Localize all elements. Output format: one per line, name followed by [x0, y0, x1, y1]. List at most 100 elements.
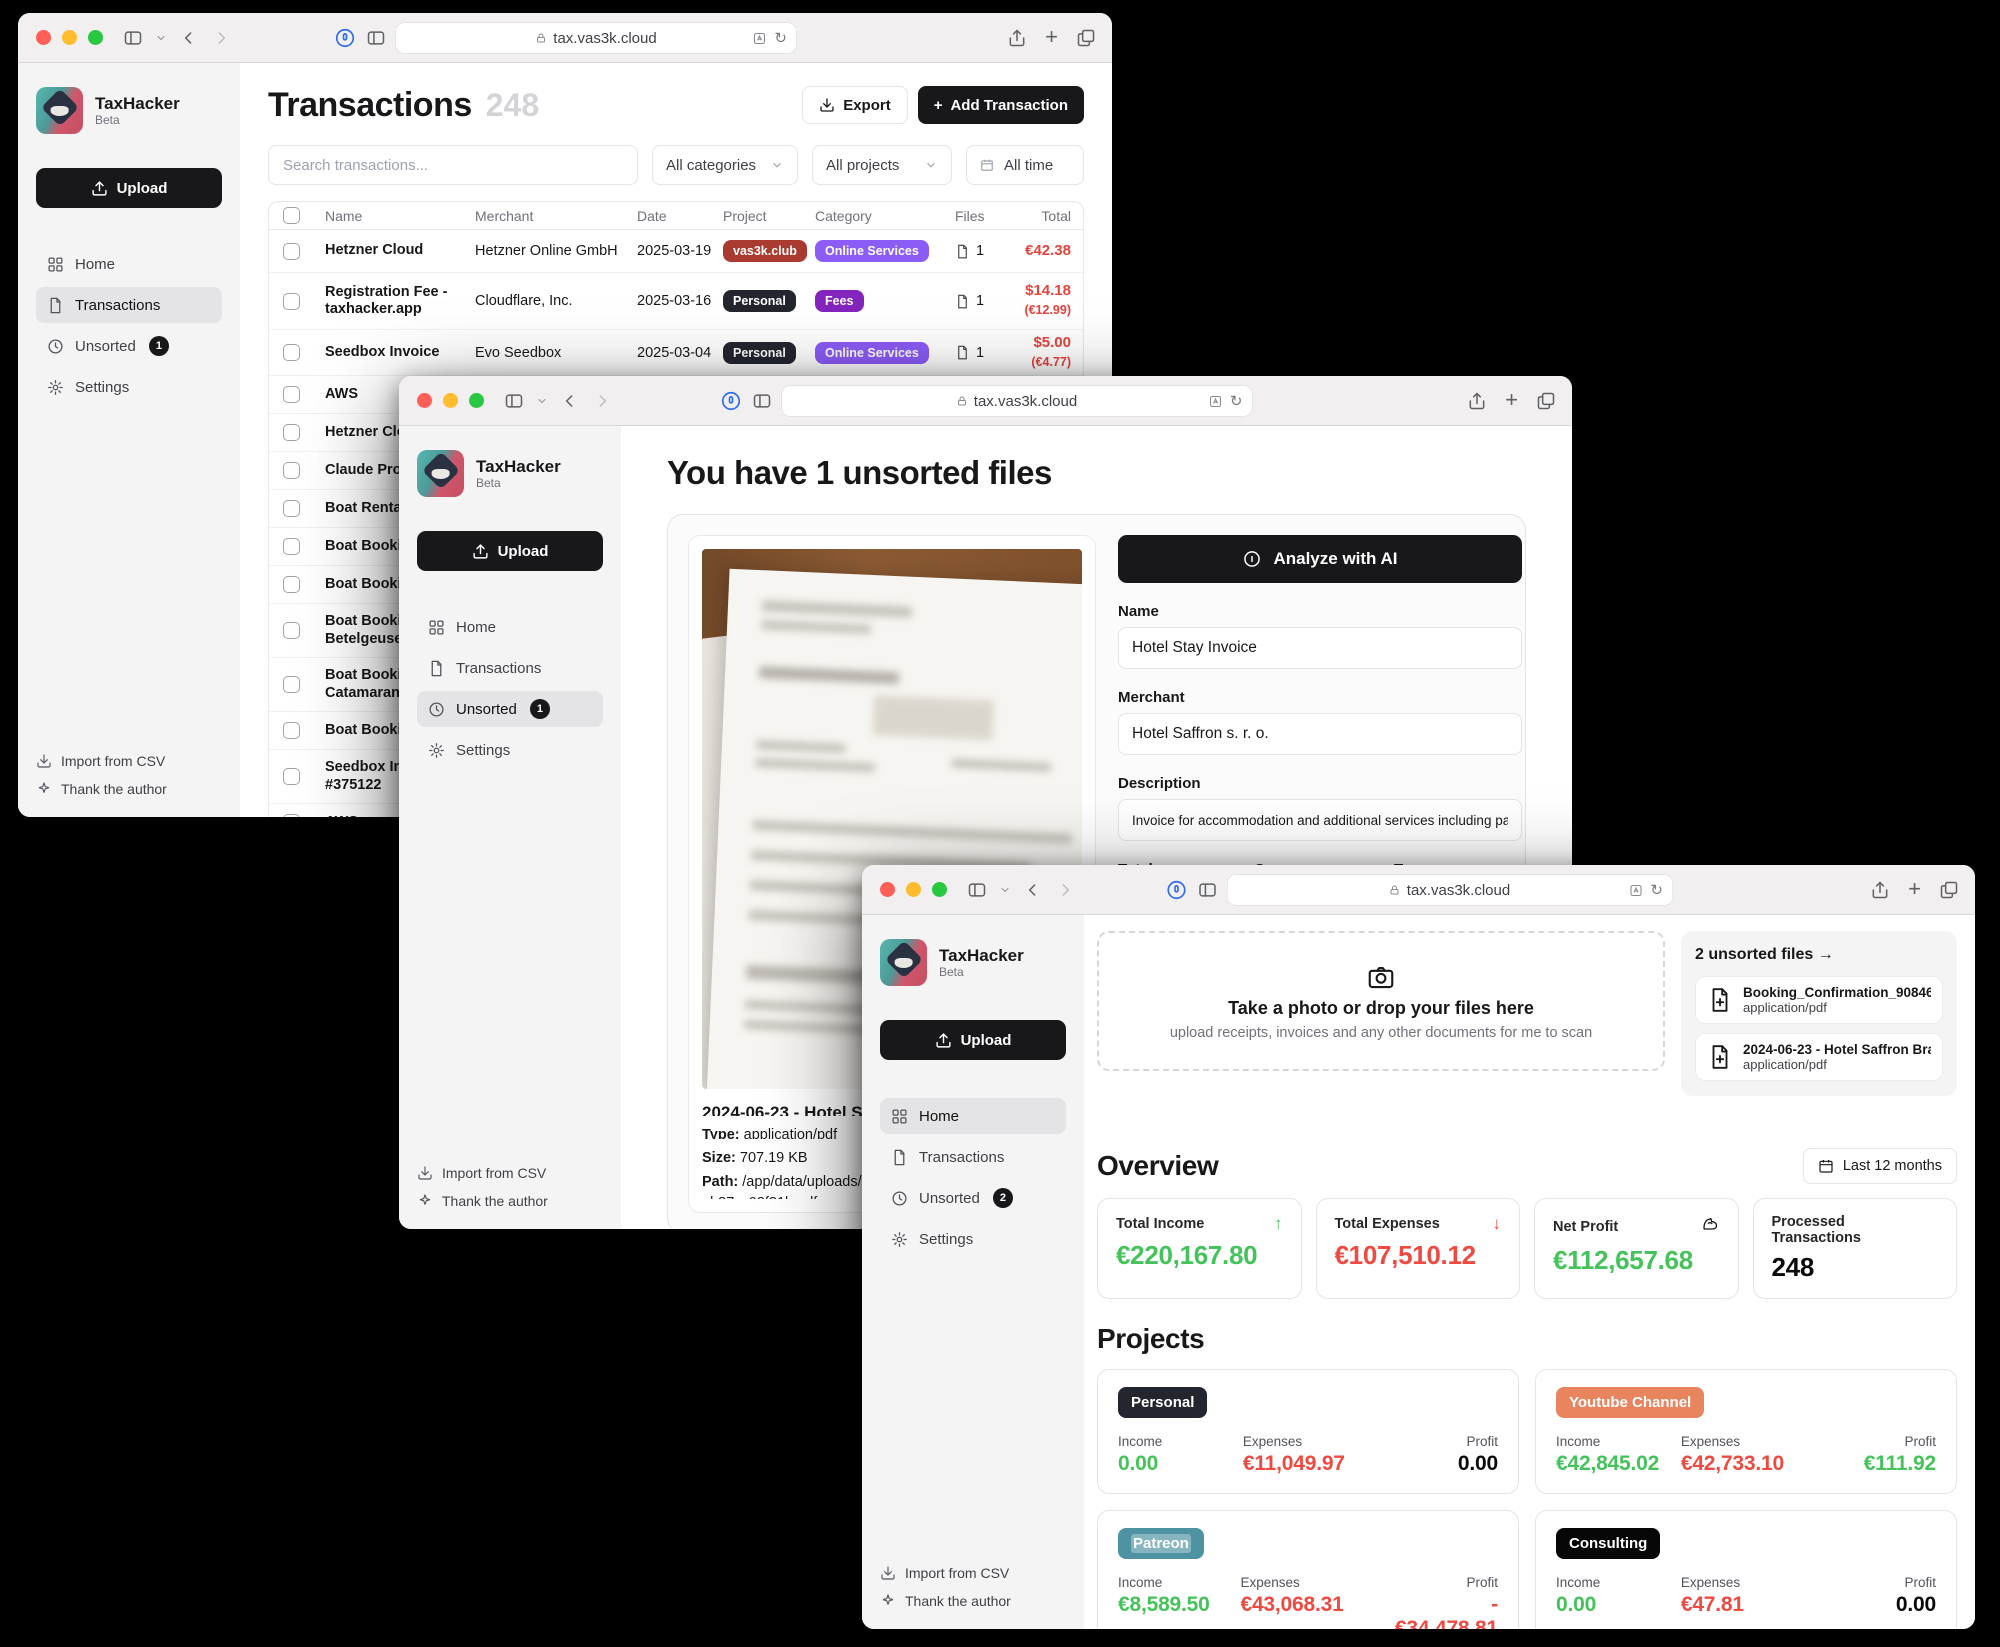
- row-checkbox[interactable]: [283, 500, 300, 517]
- tab-overview-icon[interactable]: [1536, 391, 1556, 411]
- close-button[interactable]: [36, 30, 51, 45]
- table-row[interactable]: Registration Fee - taxhacker.app Cloudfl…: [269, 273, 1083, 330]
- name-field[interactable]: [1118, 627, 1522, 669]
- share-icon[interactable]: [1467, 391, 1487, 411]
- new-tab-icon[interactable]: +: [1908, 876, 1921, 901]
- chevron-down-icon[interactable]: [155, 32, 167, 44]
- reload-icon[interactable]: ↻: [1650, 882, 1663, 899]
- description-field[interactable]: [1118, 799, 1522, 841]
- reader-icon[interactable]: [366, 28, 386, 48]
- unsorted-file-item[interactable]: 2024-06-23 - Hotel Saffron Bratis... app…: [1695, 1033, 1943, 1081]
- table-row[interactable]: Seedbox Invoice Evo Seedbox 2025-03-04 P…: [269, 330, 1083, 376]
- row-checkbox[interactable]: [283, 814, 300, 817]
- minimize-button[interactable]: [906, 882, 921, 897]
- date-range-button[interactable]: Last 12 months: [1802, 1148, 1957, 1184]
- row-checkbox[interactable]: [283, 424, 300, 441]
- chevron-down-icon[interactable]: [536, 395, 548, 407]
- add-transaction-button[interactable]: + Add Transaction: [917, 86, 1084, 124]
- sidebar-item-transactions[interactable]: Transactions: [417, 650, 603, 686]
- share-icon[interactable]: [1007, 28, 1027, 48]
- time-filter[interactable]: All time: [966, 145, 1084, 185]
- thank-author-link[interactable]: Thank the author: [36, 781, 222, 797]
- sidebar-item-home[interactable]: Home: [880, 1098, 1066, 1134]
- row-checkbox[interactable]: [283, 768, 300, 785]
- close-button[interactable]: [880, 882, 895, 897]
- row-checkbox[interactable]: [283, 722, 300, 739]
- back-icon[interactable]: [179, 28, 199, 48]
- row-checkbox[interactable]: [283, 242, 300, 260]
- sidebar-toggle-icon[interactable]: [123, 28, 143, 48]
- table-row[interactable]: AWS: [269, 804, 1083, 817]
- row-checkbox[interactable]: [283, 292, 300, 310]
- upload-button[interactable]: Upload: [880, 1020, 1066, 1060]
- onepassword-icon[interactable]: [1165, 879, 1187, 901]
- forward-icon[interactable]: [211, 28, 231, 48]
- zoom-button[interactable]: [88, 30, 103, 45]
- file-dropzone[interactable]: Take a photo or drop your files here upl…: [1097, 931, 1665, 1071]
- onepassword-icon[interactable]: [334, 27, 356, 49]
- translate-icon[interactable]: [1628, 883, 1643, 898]
- thank-author-link[interactable]: Thank the author: [880, 1593, 1066, 1609]
- unsorted-files-link[interactable]: 2 unsorted files →: [1695, 946, 1834, 963]
- export-button[interactable]: Export: [802, 86, 908, 124]
- minimize-button[interactable]: [443, 393, 458, 408]
- reload-icon[interactable]: ↻: [1229, 393, 1243, 410]
- unsorted-file-item[interactable]: Booking_Confirmation_90846471... applica…: [1695, 976, 1943, 1024]
- url-bar[interactable]: tax.vas3k.cloud ↻: [396, 23, 796, 53]
- url-bar[interactable]: tax.vas3k.cloud ↻: [781, 386, 1252, 416]
- forward-icon[interactable]: [592, 391, 612, 411]
- sidebar-toggle-icon[interactable]: [504, 391, 524, 411]
- sidebar-item-transactions[interactable]: Transactions: [880, 1139, 1066, 1175]
- sidebar-item-unsorted[interactable]: Unsorted 1: [36, 328, 222, 364]
- chevron-down-icon[interactable]: [999, 884, 1011, 896]
- upload-button[interactable]: Upload: [417, 531, 603, 571]
- share-icon[interactable]: [1870, 880, 1890, 900]
- project-card-personal[interactable]: Personal Income 0.00 Expenses €11,049.97 P…: [1097, 1369, 1519, 1494]
- analyze-with-ai-button[interactable]: Analyze with AI: [1118, 535, 1522, 583]
- projects-filter[interactable]: All projects: [812, 145, 952, 185]
- sidebar-item-unsorted[interactable]: Unsorted 2: [880, 1180, 1066, 1216]
- import-csv-link[interactable]: Import from CSV: [880, 1565, 1066, 1581]
- categories-filter[interactable]: All categories: [652, 145, 798, 185]
- row-checkbox[interactable]: [283, 386, 300, 403]
- sidebar-item-settings[interactable]: Settings: [417, 732, 603, 768]
- forward-icon[interactable]: [1055, 880, 1075, 900]
- select-all-checkbox[interactable]: [283, 207, 300, 224]
- thank-author-link[interactable]: Thank the author: [417, 1193, 603, 1209]
- sidebar-item-unsorted[interactable]: Unsorted 1: [417, 691, 603, 727]
- row-checkbox[interactable]: [283, 622, 300, 639]
- upload-button[interactable]: Upload: [36, 168, 222, 208]
- project-card-consulting[interactable]: Consulting Income 0.00 Expenses €47.81 Pro…: [1535, 1510, 1957, 1629]
- project-card-youtube[interactable]: Youtube Channel Income €42,845.02 Expense…: [1535, 1369, 1957, 1494]
- search-input[interactable]: [268, 145, 638, 185]
- sidebar-item-settings[interactable]: Settings: [880, 1221, 1066, 1257]
- reader-icon[interactable]: [1197, 880, 1217, 900]
- close-button[interactable]: [417, 393, 432, 408]
- project-card-patreon[interactable]: Patreon Income €8,589.50 Expenses €43,068.…: [1097, 1510, 1519, 1629]
- merchant-field[interactable]: [1118, 713, 1522, 755]
- back-icon[interactable]: [1023, 880, 1043, 900]
- tab-overview-icon[interactable]: [1076, 28, 1096, 48]
- new-tab-icon[interactable]: +: [1505, 387, 1518, 412]
- row-checkbox[interactable]: [283, 462, 300, 479]
- onepassword-icon[interactable]: [720, 390, 742, 412]
- back-icon[interactable]: [560, 391, 580, 411]
- reader-icon[interactable]: [752, 391, 772, 411]
- zoom-button[interactable]: [932, 882, 947, 897]
- import-csv-link[interactable]: Import from CSV: [417, 1165, 603, 1181]
- url-bar[interactable]: tax.vas3k.cloud ↻: [1227, 875, 1672, 905]
- sidebar-item-home[interactable]: Home: [417, 609, 603, 645]
- tab-overview-icon[interactable]: [1939, 880, 1959, 900]
- translate-icon[interactable]: [752, 31, 767, 46]
- reload-icon[interactable]: ↻: [774, 30, 787, 47]
- zoom-button[interactable]: [469, 393, 484, 408]
- row-checkbox[interactable]: [283, 676, 300, 693]
- minimize-button[interactable]: [62, 30, 77, 45]
- row-checkbox[interactable]: [283, 344, 300, 361]
- sidebar-item-home[interactable]: Home: [36, 246, 222, 282]
- new-tab-icon[interactable]: +: [1045, 24, 1058, 49]
- table-row[interactable]: Hetzner Cloud Hetzner Online GmbH 2025-0…: [269, 230, 1083, 273]
- file-link[interactable]: 2024-06-23 - Hotel Saffron: [702, 1103, 911, 1117]
- sidebar-toggle-icon[interactable]: [967, 880, 987, 900]
- import-csv-link[interactable]: Import from CSV: [36, 753, 222, 769]
